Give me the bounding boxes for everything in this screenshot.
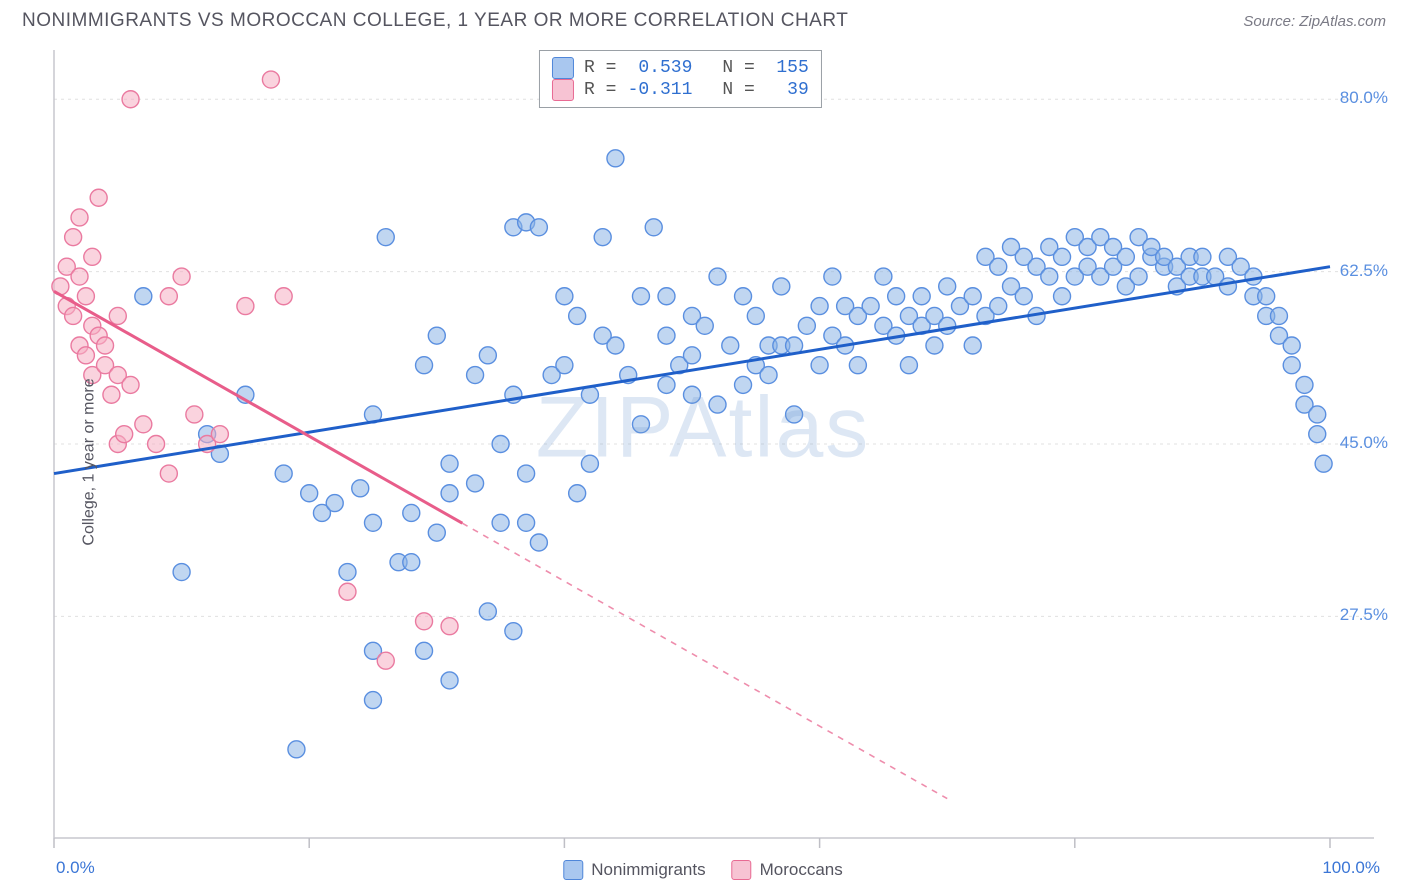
y-tick-label: 45.0% — [1340, 433, 1388, 453]
scatter-plot — [0, 38, 1406, 886]
legend-r-value: -0.311 — [626, 80, 692, 100]
source-prefix: Source: — [1243, 13, 1299, 30]
correlation-legend: R = 0.539 N = 155 R = -0.311 N = 39 — [539, 50, 822, 108]
y-axis-label: College, 1 year or more — [81, 378, 99, 545]
legend-r-label: R = — [584, 80, 616, 100]
legend-n-value: 39 — [765, 80, 809, 100]
legend-r-value: 0.539 — [626, 58, 692, 78]
legend-series-label: Moroccans — [760, 860, 843, 880]
legend-swatch — [552, 57, 574, 79]
x-axis-max-label: 100.0% — [1322, 858, 1380, 878]
y-tick-label: 62.5% — [1340, 261, 1388, 281]
chart-area: College, 1 year or more ZIPAtlas R =0.53… — [0, 38, 1406, 886]
legend-n-label: N = — [722, 58, 754, 78]
legend-swatch — [552, 79, 574, 101]
header: NONIMMIGRANTS VS MOROCCAN COLLEGE, 1 YEA… — [0, 0, 1406, 38]
legend-n-label: N = — [722, 80, 754, 100]
legend-n-value: 155 — [765, 58, 809, 78]
legend-correlation-row: R = -0.311 N = 39 — [552, 79, 809, 101]
legend-correlation-row: R = 0.539 N = 155 — [552, 57, 809, 79]
x-axis-min-label: 0.0% — [56, 858, 95, 878]
source-name: ZipAtlas.com — [1299, 13, 1386, 30]
legend-swatch — [563, 860, 583, 880]
legend-series-item: Moroccans — [732, 860, 843, 880]
y-tick-label: 27.5% — [1340, 605, 1388, 625]
series-legend: Nonimmigrants Moroccans — [563, 860, 842, 880]
legend-swatch — [732, 860, 752, 880]
legend-series-item: Nonimmigrants — [563, 860, 705, 880]
legend-series-label: Nonimmigrants — [591, 860, 705, 880]
legend-r-label: R = — [584, 58, 616, 78]
chart-title: NONIMMIGRANTS VS MOROCCAN COLLEGE, 1 YEA… — [22, 10, 848, 32]
y-tick-label: 80.0% — [1340, 88, 1388, 108]
source-attribution: Source: ZipAtlas.com — [1243, 13, 1386, 30]
